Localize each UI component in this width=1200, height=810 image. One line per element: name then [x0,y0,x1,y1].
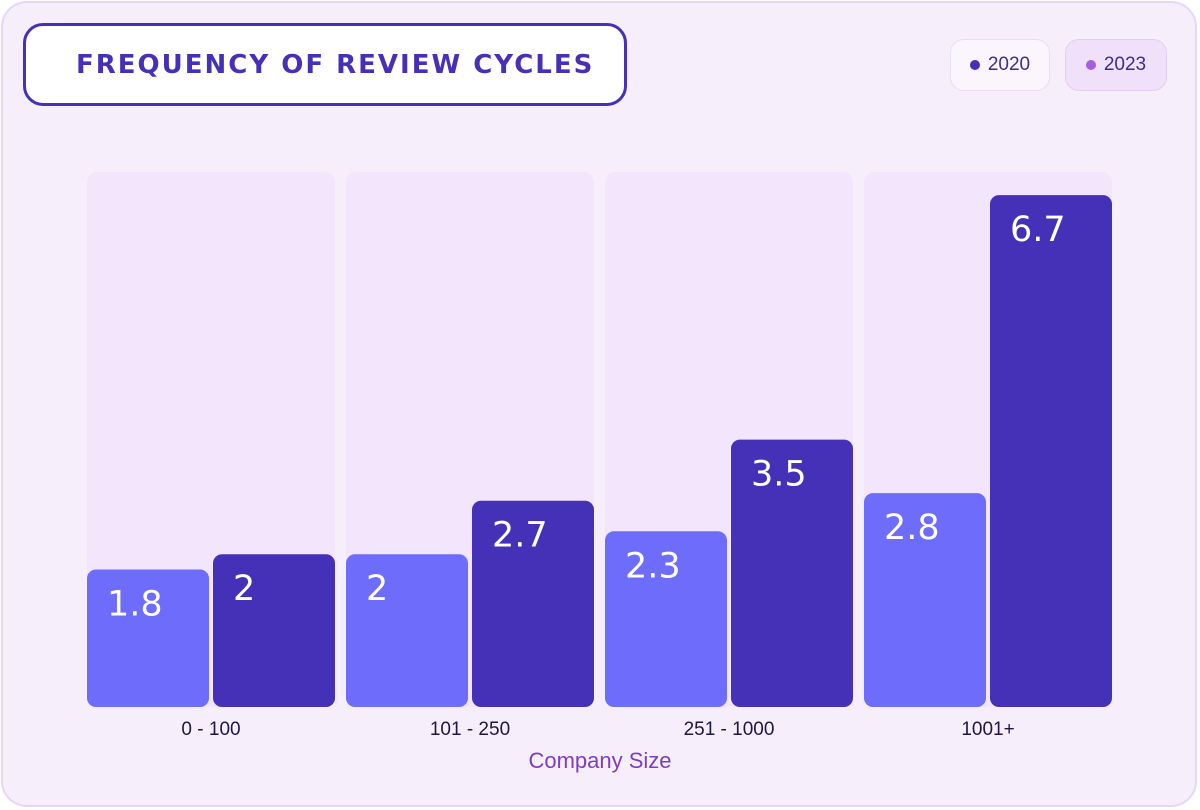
bar-2023-1[interactable] [472,500,594,707]
bar-value-label: 3.5 [751,455,807,495]
legend-dot-icon [1085,60,1096,70]
bar-2023-2[interactable] [731,439,853,707]
bar-value-label: 1.8 [107,584,163,624]
x-axis-title: Company Size [528,748,671,773]
x-tick-label: 101 - 250 [430,719,510,740]
bar-value-label: 6.7 [1010,210,1066,250]
bar-value-label: 2.7 [492,516,548,556]
bar-value-label: 2 [366,569,388,609]
bar-value-label: 2 [233,569,255,609]
bar-2020-1[interactable] [346,554,468,707]
chart-title: FREQUENCY OF REVIEW CYCLES [76,49,595,80]
bar-value-label: 2.8 [884,508,940,548]
legend-item-2023[interactable]: 2023 [1065,39,1167,91]
bar-2020-2[interactable] [605,531,727,707]
legend-label-2020: 2020 [987,54,1031,75]
bar-2023-0[interactable] [213,554,335,707]
x-tick-label: 251 - 1000 [684,719,775,740]
bar-value-label: 2.3 [625,546,681,586]
legend-item-2020[interactable]: 2020 [950,39,1050,91]
legend-dot-icon [969,60,980,70]
x-tick-label: 1001+ [961,719,1014,740]
bar-2020-3[interactable] [864,493,986,707]
x-tick-label: 0 - 100 [181,719,240,740]
chart-title-box: FREQUENCY OF REVIEW CYCLES [23,23,627,106]
bar-2020-0[interactable] [87,569,209,707]
legend-label-2023: 2023 [1103,54,1147,75]
bar-2023-3[interactable] [990,195,1112,707]
